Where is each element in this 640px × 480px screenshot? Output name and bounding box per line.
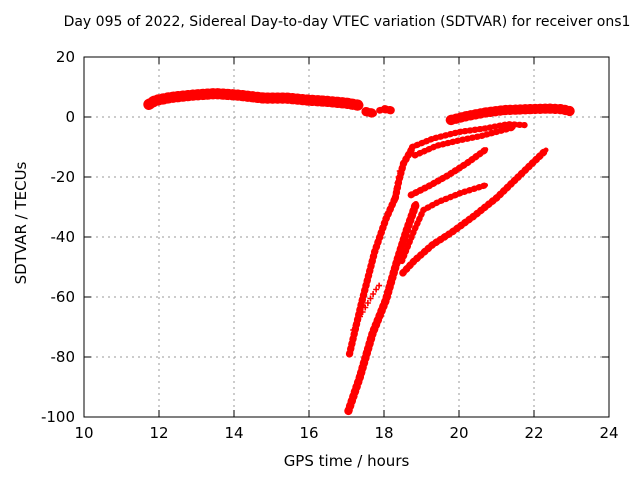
plot-grid [84,57,609,417]
series-long-diagonal [400,147,549,276]
y-tick-label: -40 [51,228,76,246]
plot-border-and-ticks [83,56,610,418]
y-tick-label: 20 [56,48,75,66]
series-morning-band [144,89,364,110]
x-tick-label: 18 [374,424,393,442]
y-tick-label: -80 [51,348,76,366]
tick-labels: 10 12 14 16 18 20 22 24 20 0 -20 -40 -60 -80 -100 [41,48,619,442]
y-tick-label: -60 [51,288,76,306]
series-evening-band [446,104,574,124]
x-axis-label: GPS time / hours [283,452,410,470]
y-tick-label: -100 [41,408,75,426]
scatter-series [143,87,575,416]
plus-markers [350,168,403,333]
series-detached-blob-b [381,106,395,114]
series-detached-blob-a [362,108,377,117]
x-tick-label: 20 [449,424,468,442]
x-tick-label: 14 [224,424,243,442]
x-tick-label: 16 [299,424,318,442]
series-hockey-lower-strand [412,125,516,158]
y-tick-label: -20 [51,168,76,186]
x-tick-label: 24 [599,424,618,442]
x-tick-label: 10 [74,424,93,442]
chart-title: Day 095 of 2022, Sidereal Day-to-day VTE… [63,14,631,30]
x-tick-label: 22 [524,424,543,442]
x-tick-label: 12 [149,424,168,442]
series-mid-arc [400,183,488,263]
series-mid-diagonal [408,147,489,198]
series-fan-line-long [345,201,419,414]
y-tick-label: 0 [65,108,75,126]
series-hockey-upper-strand [410,122,527,149]
